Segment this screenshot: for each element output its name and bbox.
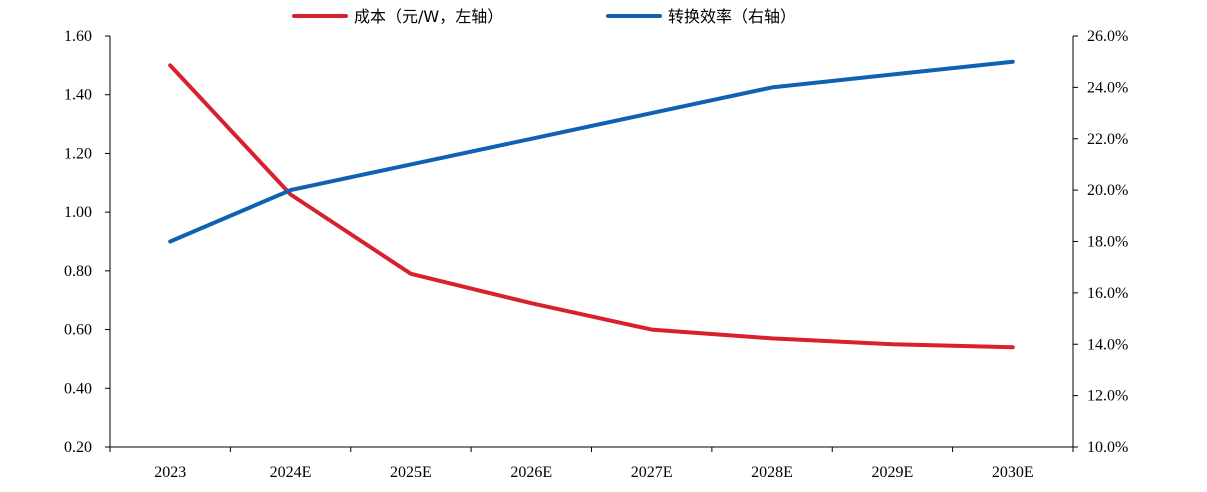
left-axis-tick-label: 0.20 (64, 439, 92, 456)
plot-series (168, 59, 1015, 350)
series-line-cost (168, 63, 1015, 350)
left-axis-tick-label: 0.40 (64, 380, 92, 397)
right-axis-tick-label: 26.0% (1087, 28, 1128, 45)
x-axis-tick-label: 2030E (992, 464, 1034, 481)
right-axis-tick-label: 24.0% (1087, 79, 1128, 96)
left-axis-tick-label: 1.60 (64, 28, 92, 45)
right-axis-tick-label: 14.0% (1087, 336, 1128, 353)
right-axis-tick-label: 18.0% (1087, 234, 1128, 251)
x-axis: 2023 2024E 2025E 2026E 2027E 2028E 2029E 2030E (109, 446, 1074, 481)
left-axis-tick-label: 1.00 (64, 204, 92, 221)
left-axis-tick-label: 0.80 (64, 263, 92, 280)
right-axis-tick-label: 10.0% (1087, 439, 1128, 456)
legend-label-cost: 成本（元/W，左轴） (354, 7, 503, 26)
x-axis-tick-label: 2025E (390, 464, 432, 481)
x-axis-tick-label: 2029E (872, 464, 914, 481)
right-axis-tick-label: 12.0% (1087, 388, 1128, 405)
series-line-efficiency (168, 59, 1015, 244)
left-axis-tick-label: 1.20 (64, 145, 92, 162)
right-axis-tick-label: 22.0% (1087, 131, 1128, 148)
x-axis-tick-label: 2028E (751, 464, 793, 481)
left-y-axis: 0.20 0.40 0.60 0.80 1.00 1.20 1.40 1.60 (64, 28, 111, 456)
right-y-axis: 10.0% 12.0% 14.0% 16.0% 18.0% 20.0% 22.0% 24.0%… (1072, 28, 1128, 456)
x-axis-tick-label: 2027E (631, 464, 673, 481)
right-axis-tick-label: 16.0% (1087, 285, 1128, 302)
left-axis-tick-label: 1.40 (64, 87, 92, 104)
left-axis-tick-label: 0.60 (64, 322, 92, 339)
x-axis-tick-label: 2026E (510, 464, 552, 481)
x-axis-tick-label: 2023 (154, 464, 186, 481)
legend: 成本（元/W，左轴） 转换效率（右轴） (292, 7, 796, 26)
right-axis-tick-label: 20.0% (1087, 182, 1128, 199)
x-axis-tick-label: 2024E (270, 464, 312, 481)
legend-label-efficiency: 转换效率（右轴） (668, 7, 796, 26)
